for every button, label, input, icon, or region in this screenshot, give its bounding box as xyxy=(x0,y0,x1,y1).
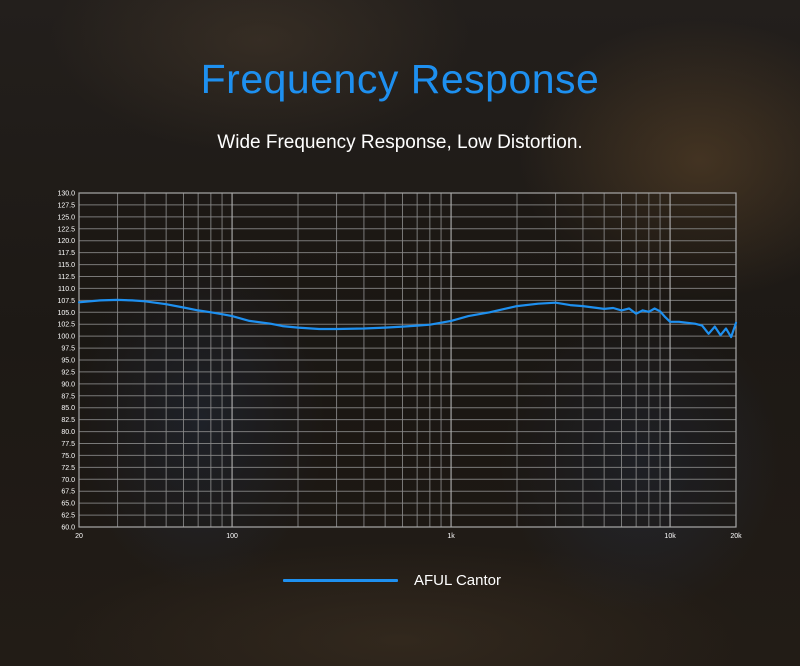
y-tick-label: 60.0 xyxy=(61,525,75,532)
y-tick-label: 130.0 xyxy=(57,191,75,198)
x-tick-label: 20k xyxy=(730,533,742,540)
y-tick-label: 95.0 xyxy=(61,358,75,365)
x-tick-label: 1k xyxy=(447,533,455,540)
y-tick-label: 125.0 xyxy=(57,214,75,221)
y-tick-label: 62.5 xyxy=(61,513,75,520)
y-tick-label: 102.5 xyxy=(57,322,75,329)
y-tick-label: 72.5 xyxy=(61,465,75,472)
page-title: Frequency Response xyxy=(200,56,600,102)
y-tick-label: 122.5 xyxy=(57,226,75,233)
y-tick-label: 110.0 xyxy=(58,286,75,293)
legend-swatch xyxy=(283,578,398,582)
y-tick-label: 92.5 xyxy=(61,369,75,376)
y-tick-label: 85.0 xyxy=(61,405,75,412)
y-tick-label: 77.5 xyxy=(61,441,75,448)
x-tick-label: 10k xyxy=(664,533,676,540)
y-tick-label: 80.0 xyxy=(61,429,75,436)
y-tick-label: 115.0 xyxy=(58,262,75,269)
y-tick-label: 65.0 xyxy=(61,501,75,508)
y-tick-label: 117.5 xyxy=(58,250,75,257)
legend-label: AFUL Cantor xyxy=(414,571,501,589)
y-tick-label: 90.0 xyxy=(61,381,75,388)
y-tick-label: 107.5 xyxy=(57,298,75,305)
y-tick-label: 100.0 xyxy=(57,334,75,341)
y-tick-label: 120.0 xyxy=(57,238,75,245)
y-tick-label: 75.0 xyxy=(61,453,75,460)
x-tick-label: 20 xyxy=(75,533,83,540)
chart-legend: AFUL Cantor xyxy=(283,568,501,592)
y-tick-label: 97.5 xyxy=(61,346,75,353)
plot-frame xyxy=(78,192,737,528)
y-tick-label: 70.0 xyxy=(61,477,75,484)
y-tick-label: 127.5 xyxy=(57,202,75,209)
x-tick-label: 100 xyxy=(226,533,238,540)
y-tick-label: 82.5 xyxy=(61,417,75,424)
y-tick-label: 67.5 xyxy=(61,489,75,496)
series-line xyxy=(77,298,738,339)
y-tick-label: 105.0 xyxy=(57,310,75,317)
y-tick-label: 87.5 xyxy=(61,393,75,400)
y-tick-label: 112.5 xyxy=(58,274,75,281)
page-subtitle: Wide Frequency Response, Low Distortion. xyxy=(217,132,583,153)
